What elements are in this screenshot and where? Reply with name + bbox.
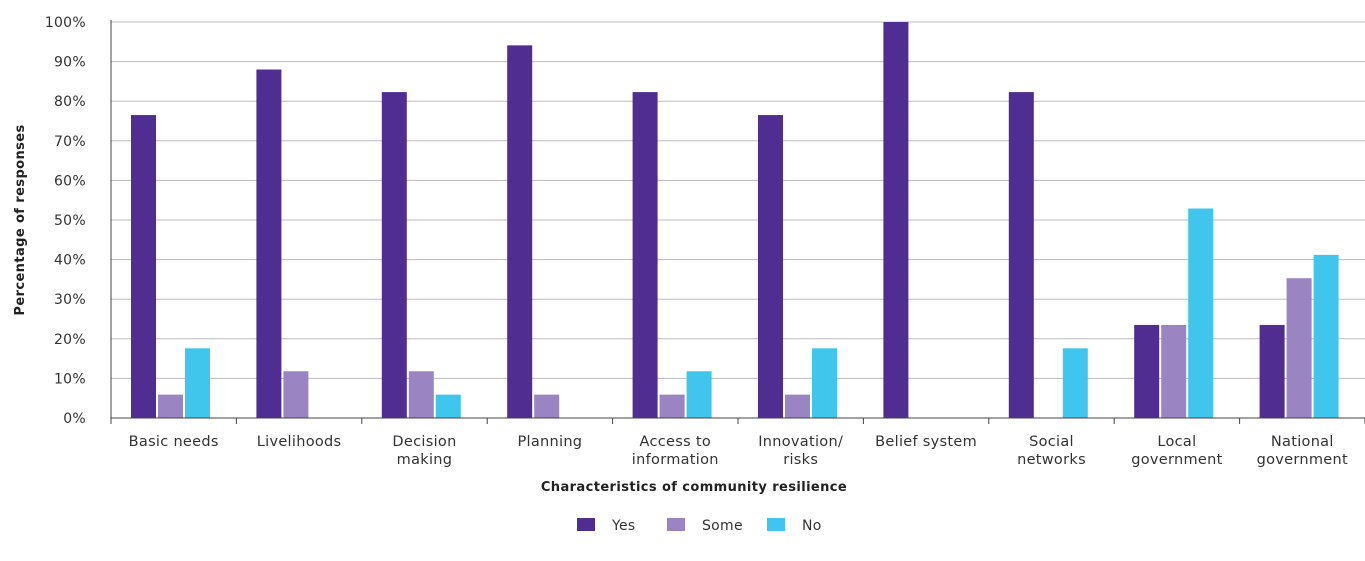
bar-no-decision-making xyxy=(435,394,461,418)
x-axis xyxy=(110,20,1365,424)
x-category-label: Innovation/risks xyxy=(758,434,843,468)
y-tick-label: 50% xyxy=(54,213,86,229)
bar-yes-belief-system xyxy=(883,22,909,418)
y-tick-label: 20% xyxy=(54,332,86,348)
bar-yes-local-government xyxy=(1134,324,1160,418)
bar-no-local-government xyxy=(1188,208,1214,418)
gridlines xyxy=(111,21,1365,379)
bar-yes-decision-making xyxy=(381,92,407,418)
y-axis-title: Percentage of responses xyxy=(13,124,28,315)
bar-no-social-networks xyxy=(1062,348,1088,418)
legend-swatch-some xyxy=(667,518,685,531)
x-axis-title: Characteristics of community resilience xyxy=(541,480,847,495)
x-category-label: National government xyxy=(1257,434,1348,468)
y-tick-label: 0% xyxy=(63,411,86,427)
bar-yes-planning xyxy=(507,45,533,418)
legend: Yes Some No xyxy=(577,518,822,534)
bar-yes-innovation-risks xyxy=(758,115,783,418)
legend-swatch-no xyxy=(767,518,785,531)
x-category-label: Social networks xyxy=(1017,434,1086,468)
bar-some-decision-making xyxy=(408,371,434,418)
bar-some-local-government xyxy=(1161,324,1187,418)
bar-yes-livelihoods xyxy=(256,69,282,419)
bar-no-innovation-risks xyxy=(812,348,837,418)
y-axis-tick-labels: 0% 10% 20% 30% 40% 50% 60% 70% 80% 90% 100% xyxy=(45,15,86,427)
y-tick-label: 90% xyxy=(54,55,86,71)
y-tick-label: 60% xyxy=(54,173,86,189)
x-category-label: Access to information xyxy=(632,434,719,468)
x-category-label: Belief system xyxy=(875,434,977,450)
bar-some-planning xyxy=(534,394,560,418)
bar-no-national-government xyxy=(1313,254,1339,418)
y-tick-label: 80% xyxy=(54,94,86,110)
y-tick-label: 40% xyxy=(54,253,86,269)
bar-no-access-to-information xyxy=(686,371,712,418)
legend-label-some: Some xyxy=(702,518,743,534)
x-category-label: Decision making xyxy=(392,434,456,468)
x-category-label: Basic needs xyxy=(129,434,219,450)
y-tick-label: 100% xyxy=(45,15,86,31)
bar-yes-access-to-information xyxy=(632,92,658,418)
bar-yes-basic-needs xyxy=(131,115,156,418)
bar-marks xyxy=(131,22,1339,419)
bar-no-basic-needs xyxy=(185,348,210,418)
x-category-label: Livelihoods xyxy=(257,434,342,450)
x-axis-category-labels: Basic needs Livelihoods Decision making Plan… xyxy=(129,434,1348,468)
y-tick-label: 30% xyxy=(54,292,86,308)
bar-yes-national-government xyxy=(1259,324,1285,418)
bar-some-access-to-information xyxy=(659,394,685,418)
x-category-label: Planning xyxy=(517,434,582,450)
bar-some-innovation-risks xyxy=(785,394,810,418)
bar-some-livelihoods xyxy=(283,371,309,418)
legend-swatch-yes xyxy=(577,518,595,531)
bar-yes-social-networks xyxy=(1008,92,1034,418)
y-tick-label: 10% xyxy=(54,371,86,387)
y-tick-label: 70% xyxy=(54,134,86,150)
legend-label-no: No xyxy=(802,518,822,534)
x-category-label: Local government xyxy=(1131,434,1222,468)
bar-some-basic-needs xyxy=(158,394,183,418)
bar-some-national-government xyxy=(1286,278,1312,418)
legend-label-yes: Yes xyxy=(611,518,636,534)
